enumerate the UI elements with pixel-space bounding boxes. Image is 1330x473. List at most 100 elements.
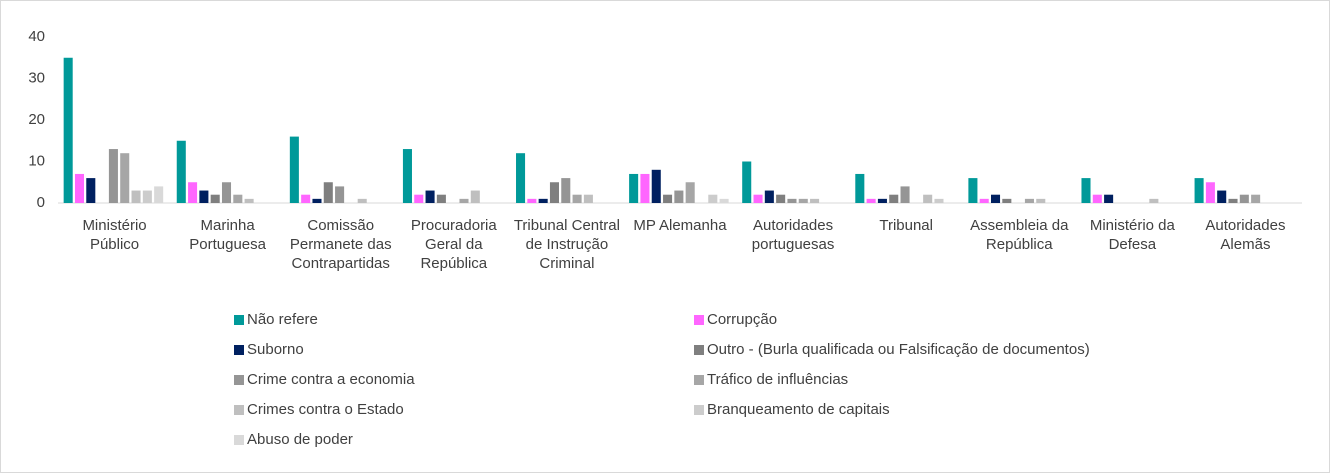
legend-item: Não refere — [234, 311, 318, 328]
bar — [561, 178, 571, 203]
bar — [979, 198, 989, 203]
bar — [776, 194, 786, 203]
legend-label: Branqueamento de capitais — [707, 401, 890, 418]
bar — [188, 182, 198, 203]
bar — [142, 190, 152, 203]
bar — [154, 186, 164, 203]
y-tick-label: 10 — [28, 152, 45, 169]
bar — [708, 194, 718, 203]
bar — [436, 194, 446, 203]
bar — [640, 173, 650, 203]
bar — [742, 161, 752, 203]
bar — [889, 194, 899, 203]
y-tick-label: 20 — [28, 111, 45, 128]
bar — [549, 182, 559, 203]
legend-swatch — [694, 314, 704, 325]
bar — [74, 173, 85, 203]
x-tick-label: Procuradoria Geral da República — [410, 217, 497, 272]
bar — [459, 198, 469, 203]
legend-swatch — [694, 404, 704, 415]
legend-swatch — [694, 344, 704, 355]
bar — [1081, 178, 1091, 203]
bar — [753, 194, 763, 203]
bar — [1149, 198, 1159, 203]
bar — [210, 194, 220, 203]
legend-label: Crime contra a economia — [247, 371, 415, 388]
bar — [120, 153, 130, 203]
legend-swatch — [234, 434, 244, 445]
legend-label: Outro - (Burla qualificada ou Falsificaç… — [707, 341, 1090, 358]
bar — [877, 198, 887, 203]
bar — [923, 194, 933, 203]
bar — [1092, 194, 1102, 203]
x-tick-label: Comissão Permanete das Contrapartidas — [289, 217, 392, 272]
legend-item: Suborno — [234, 341, 304, 358]
bar — [629, 173, 639, 203]
bar — [572, 194, 582, 203]
bar — [402, 149, 412, 203]
bar — [301, 194, 311, 203]
bar — [131, 190, 141, 203]
legend-item: Corrupção — [694, 311, 777, 328]
legend-label: Corrupção — [707, 311, 778, 328]
bar — [244, 198, 254, 203]
x-tick-label: Autoridades portuguesas — [751, 217, 835, 253]
bar — [674, 190, 684, 203]
bar — [1239, 194, 1249, 203]
bar — [651, 169, 661, 203]
x-tick-label: Tribunal — [879, 217, 933, 234]
bar — [866, 198, 876, 203]
bar — [312, 198, 322, 203]
bar — [855, 173, 865, 203]
y-tick-label: 30 — [28, 69, 45, 86]
bar — [1251, 194, 1261, 203]
x-tick-label: Autoridades Alemãs — [1205, 217, 1286, 253]
bar — [527, 198, 537, 203]
bar — [63, 57, 73, 203]
legend-label: Suborno — [247, 341, 304, 358]
bar — [991, 194, 1001, 203]
bar — [1104, 194, 1114, 203]
bar — [425, 190, 435, 203]
bar — [787, 198, 797, 203]
x-tick-label: Ministério Público — [82, 217, 147, 253]
bar — [1036, 198, 1046, 203]
x-tick-label: Tribunal Central de Instrução Criminal — [513, 217, 620, 272]
bar — [357, 198, 367, 203]
bar — [470, 190, 480, 203]
bar — [719, 198, 729, 203]
bar — [798, 198, 808, 203]
x-tick-label: MP Alemanha — [633, 217, 727, 234]
bar — [934, 198, 944, 203]
bar — [199, 190, 209, 203]
bar — [335, 186, 345, 203]
bar — [583, 194, 593, 203]
bar — [323, 182, 333, 203]
bar — [516, 153, 526, 203]
bar — [900, 186, 910, 203]
legend-label: Abuso de poder — [247, 431, 353, 448]
bar — [538, 198, 548, 203]
bar — [176, 140, 186, 203]
legend-item: Abuso de poder — [234, 431, 353, 448]
bar — [810, 198, 820, 203]
bar — [1228, 198, 1238, 203]
legend-item: Tráfico de influências — [694, 371, 848, 388]
y-tick-label: 40 — [28, 28, 45, 45]
bar — [1194, 178, 1204, 203]
legend-item: Crime contra a economia — [234, 371, 415, 388]
legend-item: Outro - (Burla qualificada ou Falsificaç… — [694, 341, 1090, 358]
y-tick-label: 0 — [37, 194, 45, 211]
bar — [685, 182, 695, 203]
bar — [289, 136, 299, 203]
bar — [86, 178, 96, 203]
legend-label: Tráfico de influências — [707, 371, 849, 388]
legend-label: Não refere — [247, 311, 318, 328]
bar — [1205, 182, 1215, 203]
bar — [764, 190, 774, 203]
legend-item: Branqueamento de capitais — [694, 401, 890, 418]
bar — [1024, 198, 1034, 203]
legend-swatch — [234, 404, 244, 415]
